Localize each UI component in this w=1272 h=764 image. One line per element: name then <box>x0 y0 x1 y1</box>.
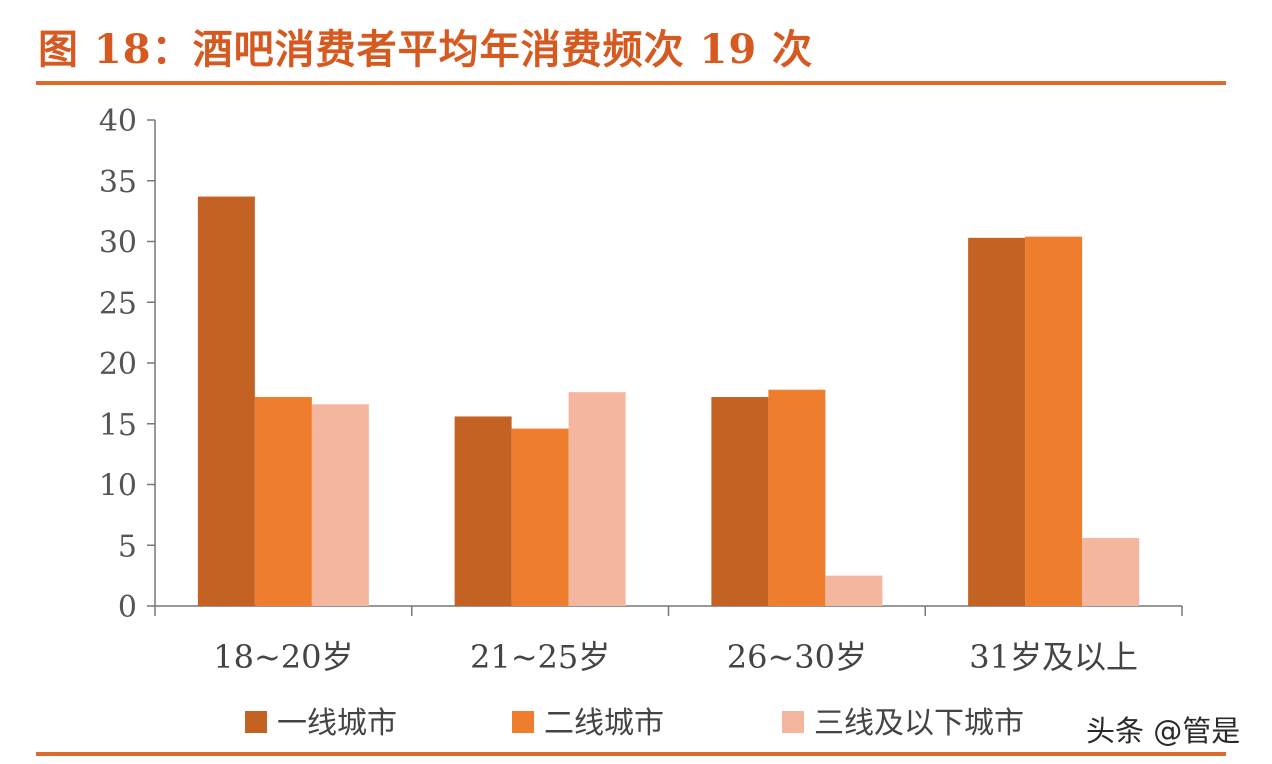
footer-rule <box>36 752 1226 756</box>
bar-3-1 <box>311 404 369 606</box>
category-label: 31岁及以上 <box>969 638 1138 676</box>
category-labels: 18~20岁 21~25岁 26~30岁 31岁及以上 <box>213 638 1138 676</box>
legend: 一线城市 二线城市 三线及以下城市 <box>245 706 1024 741</box>
legend-swatch-3 <box>782 711 804 733</box>
y-tick-label: 15 <box>99 408 137 443</box>
y-tick-label: 10 <box>99 469 137 504</box>
bar-2-1 <box>254 397 312 606</box>
bar-1-1 <box>197 196 255 607</box>
bar-1-3 <box>711 397 769 606</box>
bar-2-3 <box>768 389 826 606</box>
y-tick-label: 30 <box>99 226 137 261</box>
y-tick-label: 35 <box>99 165 137 200</box>
y-axis: 0 5 10 15 20 25 30 35 40 <box>99 104 156 625</box>
legend-swatch-1 <box>245 711 267 733</box>
bar-2-4 <box>1025 236 1083 606</box>
category-label: 26~30岁 <box>727 638 867 676</box>
legend-label-3: 三线及以下城市 <box>814 706 1024 741</box>
bar-1-4 <box>968 237 1026 607</box>
y-tick-label: 25 <box>99 286 137 321</box>
watermark: 头条 @管是 <box>1082 708 1245 750</box>
bar-3-2 <box>568 392 626 606</box>
category-label: 21~25岁 <box>470 638 610 676</box>
legend-label-2: 二线城市 <box>544 706 664 741</box>
bar-3-3 <box>825 575 883 606</box>
bars <box>197 196 1140 607</box>
category-label: 18~20岁 <box>213 638 353 676</box>
bar-2-2 <box>511 428 569 606</box>
x-axis <box>154 605 1183 616</box>
bar-3-4 <box>1082 537 1140 606</box>
y-tick-label: 40 <box>99 104 137 139</box>
legend-swatch-2 <box>512 711 534 733</box>
chart-title: 图 18：酒吧消费者平均年消费频次 19 次 <box>38 26 814 73</box>
legend-label-1: 一线城市 <box>277 706 397 741</box>
title-rule <box>36 81 1226 85</box>
y-tick-label: 5 <box>118 529 137 564</box>
bar-1-2 <box>454 416 512 606</box>
y-tick-label: 0 <box>118 590 137 625</box>
y-tick-label: 20 <box>99 347 137 382</box>
